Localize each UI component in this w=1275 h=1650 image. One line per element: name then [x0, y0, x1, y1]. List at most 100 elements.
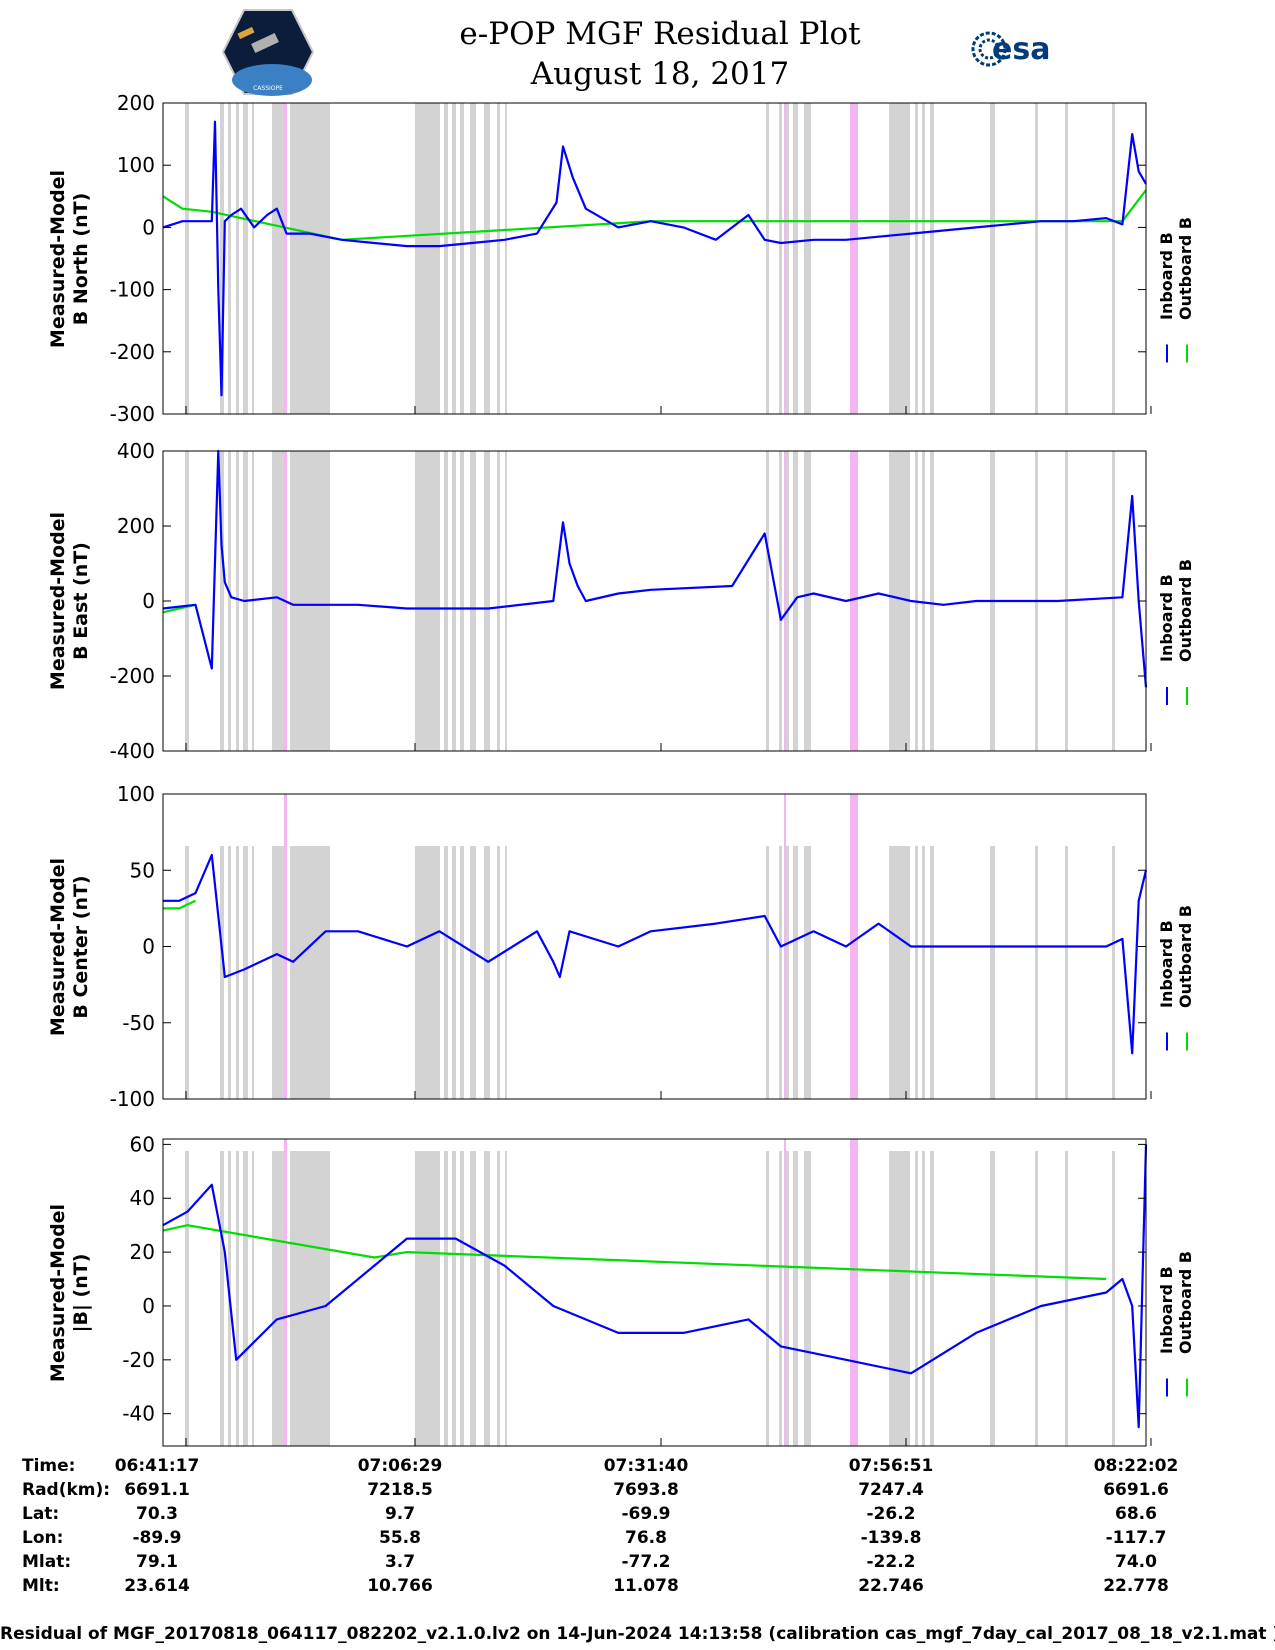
y-axis-label: Measured-Model |B| (nT) [47, 1203, 92, 1382]
data-gap-band [460, 1151, 464, 1446]
event-band [850, 794, 858, 1099]
data-gap-band [470, 846, 476, 1099]
data-gap-band [470, 451, 476, 751]
data-gap-band [470, 1151, 476, 1446]
data-gap-band [766, 451, 769, 751]
data-gap-band [804, 103, 811, 414]
cassiope-mission-logo: CASSIOPE [221, 8, 315, 100]
series-inboard-line [162, 449, 1148, 688]
data-gap-band [922, 1151, 925, 1446]
y-tick-label: -300 [110, 402, 155, 426]
legend-swatches [1166, 1032, 1188, 1051]
plot-frame [162, 102, 1147, 415]
data-gap-band [452, 451, 456, 751]
data-gap-band [779, 1151, 782, 1446]
data-gap-band [236, 103, 239, 414]
info-row-mlt: Mlt: 23.614 10.766 11.078 22.746 22.778 [22, 1576, 1169, 1596]
y-tick-label: 200 [117, 514, 155, 538]
y-tick-label: 0 [142, 935, 155, 959]
data-gap-band [505, 103, 507, 414]
data-gap-band [444, 103, 448, 414]
info-row-mlat: Mlat: 79.1 3.7 -77.2 -22.2 74.0 [22, 1552, 1157, 1572]
data-gap-band [236, 1151, 239, 1446]
data-gap-band [804, 1151, 811, 1446]
data-gap-band [1065, 103, 1068, 414]
y-tick-label: 100 [117, 153, 155, 177]
y-tick-label: 200 [117, 91, 155, 115]
legend-swatches [1166, 344, 1188, 363]
event-band [284, 794, 287, 1099]
data-gap-band [290, 846, 330, 1099]
data-gap-band [804, 451, 811, 751]
y-tick-label: -200 [110, 340, 155, 364]
data-gap-band [444, 846, 448, 1099]
data-gap-band [272, 103, 287, 414]
data-gap-band [460, 451, 464, 751]
data-gap-band [990, 846, 995, 1099]
data-gap-band [252, 103, 254, 414]
data-gap-band [452, 846, 456, 1099]
title-line-1: e-POP MGF Residual Plot [459, 16, 861, 52]
data-gap-band [1112, 103, 1115, 414]
y-tick-label: 50 [130, 858, 155, 882]
data-gap-band [922, 451, 925, 751]
data-gap-band [252, 1151, 254, 1446]
data-gap-band [415, 846, 440, 1099]
y-tick-label: -100 [110, 278, 155, 302]
data-gap-band [185, 451, 189, 751]
data-gap-band [220, 103, 224, 414]
data-gap-band [415, 1151, 440, 1446]
title-line-2: August 18, 2017 [530, 56, 790, 92]
y-tick-label: -50 [122, 1011, 155, 1035]
data-gap-band [915, 103, 918, 414]
y-tick-label: 0 [142, 1294, 155, 1318]
series-inboard-line [162, 120, 1147, 397]
data-gap-band [785, 451, 789, 751]
event-band [850, 1139, 858, 1446]
data-gap-band [290, 1151, 330, 1446]
series-outboard-line [163, 899, 196, 910]
data-gap-band [243, 103, 248, 414]
y-tick-label: 0 [142, 215, 155, 239]
event-band [284, 103, 287, 414]
legend-swatches [1166, 1378, 1188, 1397]
legend-outboard: Outboard B [1176, 216, 1195, 320]
data-gap-band [220, 451, 224, 751]
data-gap-band [460, 846, 464, 1099]
data-gap-band [497, 1151, 500, 1446]
data-gap-band [185, 1151, 189, 1446]
data-gap-band [243, 846, 248, 1099]
data-gap-band [779, 451, 782, 751]
y-tick-label: -400 [110, 739, 155, 763]
data-gap-band [452, 1151, 456, 1446]
data-gap-band [793, 846, 798, 1099]
data-gap-band [452, 103, 456, 414]
y-tick-label: 40 [130, 1186, 155, 1210]
data-gap-band [185, 846, 189, 1099]
data-gap-band [415, 451, 440, 751]
chart-title: e-POP MGF Residual Plot August 18, 2017 [380, 14, 940, 94]
data-gap-band [930, 451, 934, 751]
data-gap-band [1112, 846, 1115, 1099]
data-gap-band [228, 451, 231, 751]
y-tick-label: -20 [122, 1348, 155, 1372]
data-gap-band [252, 846, 254, 1099]
data-gap-band [990, 103, 995, 414]
legend: Inboard B Outboard B [1157, 848, 1195, 1008]
data-gap-band [228, 846, 231, 1099]
data-gap-band [1065, 846, 1068, 1099]
y-tick-label: 20 [130, 1240, 155, 1264]
data-gap-band [484, 1151, 490, 1446]
legend-swatches [1166, 687, 1188, 705]
data-gap-band [272, 451, 287, 751]
data-gap-band [804, 846, 811, 1099]
cassiope-logo-text: CASSIOPE [253, 85, 283, 92]
data-gap-band [915, 846, 918, 1099]
data-gap-band [505, 451, 507, 751]
data-gap-band [779, 846, 782, 1099]
data-gap-band [220, 1151, 224, 1446]
plot-area: 400 200 0 -200 -400 [110, 439, 1188, 763]
series-inboard-line [162, 1144, 1148, 1429]
data-gap-band [915, 1151, 918, 1446]
series-inboard-line [163, 853, 1148, 1055]
